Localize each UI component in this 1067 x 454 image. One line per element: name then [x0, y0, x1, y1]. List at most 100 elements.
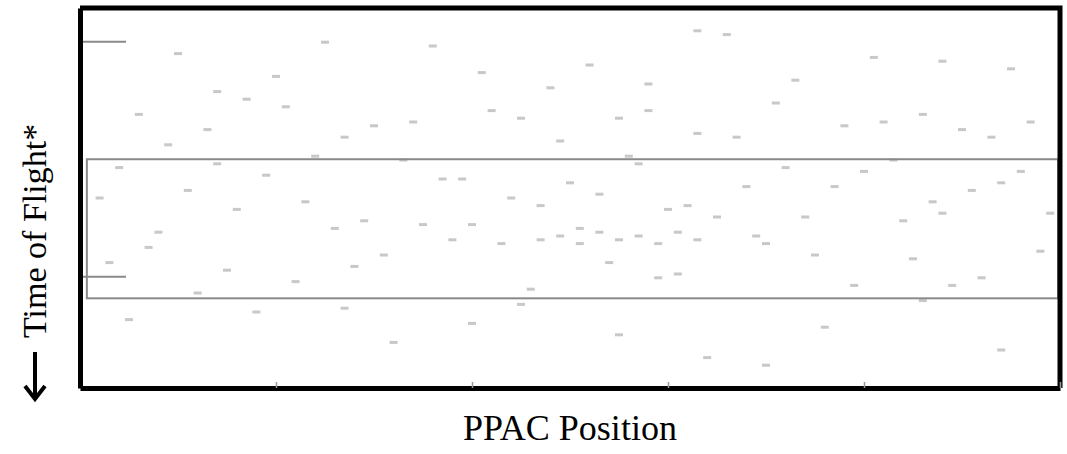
point: [733, 136, 741, 139]
point: [1007, 67, 1015, 70]
point: [978, 276, 986, 279]
point: [282, 105, 290, 108]
point: [742, 185, 750, 188]
point: [213, 162, 221, 165]
y-axis-line: [78, 9, 83, 389]
x-tick-mark: [1060, 382, 1062, 388]
point: [439, 178, 447, 181]
point: [390, 341, 398, 344]
point: [468, 322, 476, 325]
point: [184, 189, 192, 192]
x-tick: [1060, 382, 1061, 388]
point: [292, 280, 300, 283]
point: [870, 56, 878, 59]
point: [556, 140, 564, 143]
x-axis-title: PPAC Position: [463, 408, 677, 448]
point: [223, 269, 231, 272]
point: [644, 109, 652, 112]
point: [840, 124, 848, 127]
plot-area: [82, 29, 1058, 366]
point: [987, 136, 995, 139]
chart: PPAC PositionTime of Flight*: [0, 0, 1067, 454]
point: [1017, 170, 1025, 173]
point: [919, 113, 927, 116]
x-tick-mark: [668, 382, 670, 388]
x-axis: [81, 382, 1061, 389]
point: [938, 60, 946, 63]
point: [262, 174, 270, 177]
point: [164, 143, 172, 146]
point: [96, 197, 104, 200]
point: [635, 235, 643, 238]
point: [233, 208, 241, 211]
point: [693, 132, 701, 135]
point: [341, 307, 349, 310]
point: [203, 128, 211, 131]
point: [821, 326, 829, 329]
point: [507, 197, 515, 200]
point: [929, 200, 937, 203]
x-tick: [864, 382, 865, 388]
point: [380, 254, 388, 257]
point: [644, 83, 652, 86]
point: [194, 292, 202, 295]
x-axis-line: [81, 386, 1061, 391]
point: [997, 181, 1005, 184]
point: [674, 231, 682, 234]
point: [782, 166, 790, 169]
point: [674, 273, 682, 276]
point: [458, 178, 466, 181]
point: [693, 29, 701, 32]
point: [997, 349, 1005, 352]
y-axis: [80, 9, 81, 389]
point: [341, 136, 349, 139]
point: [772, 102, 780, 105]
point: [684, 204, 692, 207]
point: [566, 181, 574, 184]
point: [615, 117, 623, 120]
point: [595, 231, 603, 234]
point: [409, 121, 417, 124]
point: [252, 311, 260, 314]
point: [360, 219, 368, 222]
frame: [80, 8, 1060, 388]
point: [811, 254, 819, 257]
point: [145, 246, 153, 249]
point: [762, 364, 770, 367]
x-tick-mark: [472, 382, 474, 388]
point: [880, 121, 888, 124]
point: [497, 242, 505, 245]
point: [115, 166, 123, 169]
point: [615, 333, 623, 336]
y-arrow: [25, 352, 45, 399]
point: [448, 238, 456, 241]
point: [791, 79, 799, 82]
point: [311, 155, 319, 158]
point: [723, 33, 731, 36]
point: [321, 41, 329, 44]
point: [350, 265, 358, 268]
point: [301, 200, 309, 203]
point: [576, 242, 584, 245]
point: [243, 98, 251, 101]
point: [1027, 121, 1035, 124]
point: [517, 303, 525, 306]
point: [105, 261, 113, 264]
point: [429, 45, 437, 48]
point: [909, 257, 917, 260]
point: [370, 124, 378, 127]
point: [664, 208, 672, 211]
point: [468, 223, 476, 226]
point: [213, 90, 221, 93]
point: [488, 109, 496, 112]
point: [654, 242, 662, 245]
point: [654, 276, 662, 279]
point: [919, 299, 927, 302]
point: [272, 75, 280, 78]
point: [693, 238, 701, 241]
point: [546, 86, 554, 89]
point: [703, 356, 711, 359]
point: [762, 242, 770, 245]
bracket: [82, 42, 126, 277]
point: [125, 318, 133, 321]
